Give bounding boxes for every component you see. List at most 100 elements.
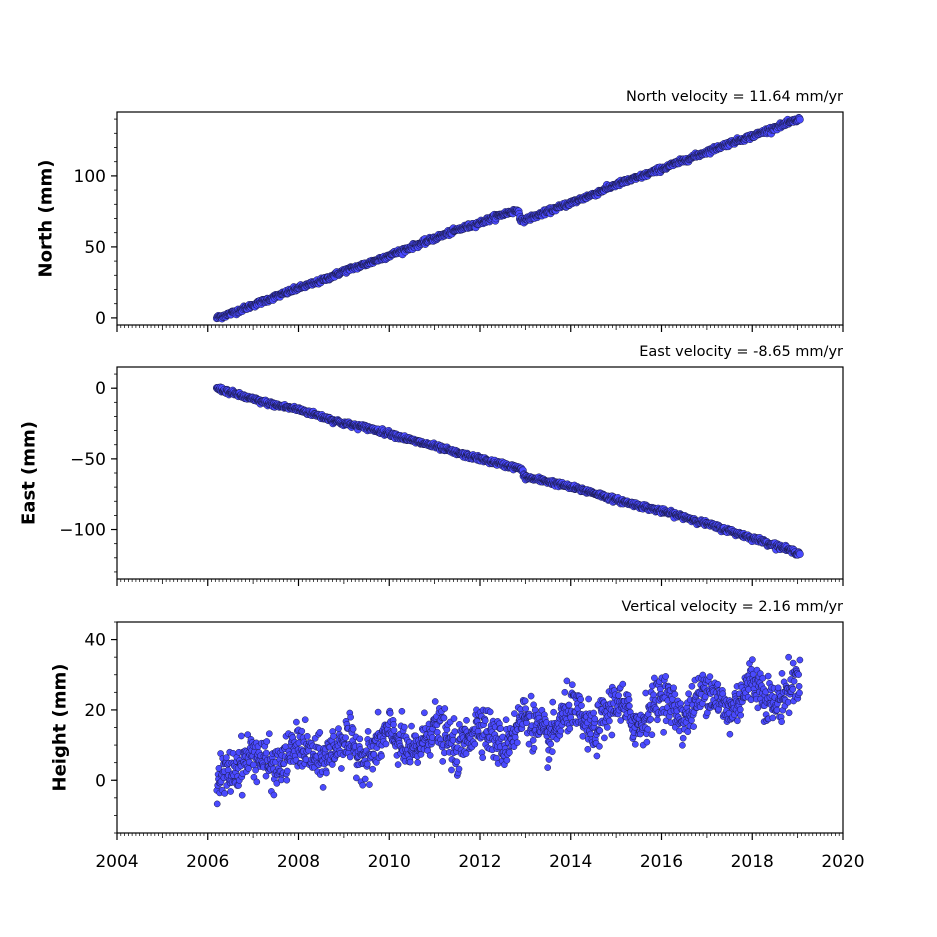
data-point xyxy=(347,713,354,721)
data-point xyxy=(790,677,798,685)
data-point xyxy=(654,716,661,724)
data-point xyxy=(585,695,592,703)
east-panel: 0 −50 −100 East velocity = -8.65 mm/yr Eas… xyxy=(19,344,844,586)
data-point xyxy=(784,698,792,706)
data-point xyxy=(349,725,357,733)
data-point xyxy=(642,689,650,697)
data-point xyxy=(330,732,337,740)
data-point xyxy=(428,734,436,741)
y-tick-label: 20 xyxy=(84,701,106,721)
data-point xyxy=(545,756,553,763)
data-point xyxy=(213,800,221,808)
data-point xyxy=(606,717,613,725)
data-point xyxy=(796,656,804,664)
data-point xyxy=(238,732,245,740)
east-velocity-title: East velocity = -8.65 mm/yr xyxy=(639,344,843,360)
data-point xyxy=(795,682,803,690)
data-point xyxy=(521,697,529,705)
data-point xyxy=(414,759,422,766)
data-point xyxy=(577,695,585,703)
y-tick-label: −50 xyxy=(70,450,106,470)
x-tick-label: 2006 xyxy=(186,852,229,872)
data-point xyxy=(764,672,772,680)
data-point xyxy=(223,754,230,761)
data-point xyxy=(706,673,714,680)
x-tick-label: 2008 xyxy=(277,852,320,872)
data-point xyxy=(450,715,458,722)
data-point xyxy=(626,702,633,710)
data-point xyxy=(406,758,414,766)
data-point xyxy=(426,752,434,759)
data-point xyxy=(596,743,603,750)
data-point xyxy=(590,709,597,717)
data-point xyxy=(578,702,585,709)
data-point xyxy=(591,715,599,723)
data-point xyxy=(374,708,382,716)
data-point xyxy=(301,716,309,724)
data-point xyxy=(356,735,364,743)
data-point xyxy=(529,736,537,744)
data-point xyxy=(441,705,449,712)
east-plot-frame xyxy=(116,366,844,580)
data-point xyxy=(386,709,394,717)
data-point xyxy=(670,684,677,692)
data-point xyxy=(544,764,552,771)
data-point xyxy=(270,791,278,799)
data-point xyxy=(619,680,627,688)
data-point xyxy=(335,725,342,732)
data-point xyxy=(774,684,782,692)
data-point xyxy=(394,761,402,768)
data-point xyxy=(789,659,797,667)
x-tick-label: 2018 xyxy=(731,852,774,872)
x-tick-label: 2004 xyxy=(95,852,138,872)
data-point xyxy=(455,765,463,773)
data-point xyxy=(453,758,461,766)
data-point xyxy=(265,730,273,738)
data-point xyxy=(421,709,428,717)
data-point xyxy=(714,680,722,688)
data-point xyxy=(734,717,741,725)
y-tick-label: 0 xyxy=(95,771,106,791)
data-point xyxy=(701,693,709,701)
data-point xyxy=(769,714,777,722)
data-point xyxy=(319,784,327,791)
data-point xyxy=(615,692,622,699)
east-axis-ticks: 0 −50 −100 xyxy=(59,373,844,586)
data-point xyxy=(565,701,573,709)
x-tick-label: 2016 xyxy=(640,852,683,872)
data-point xyxy=(346,753,354,761)
data-point xyxy=(773,706,781,714)
data-point xyxy=(471,740,479,748)
data-point xyxy=(643,738,651,746)
data-point xyxy=(608,731,616,739)
data-point xyxy=(547,740,555,748)
data-point xyxy=(283,767,291,775)
data-point xyxy=(530,744,538,752)
x-tick-label: 2020 xyxy=(821,852,864,872)
data-point xyxy=(431,698,439,705)
data-point xyxy=(390,726,398,734)
data-point xyxy=(625,696,633,703)
data-point xyxy=(690,723,697,730)
data-point xyxy=(662,673,670,680)
data-point xyxy=(796,689,803,697)
x-tick-label: 2014 xyxy=(549,852,592,872)
north-data-points xyxy=(212,113,804,323)
data-point xyxy=(263,749,270,757)
data-point xyxy=(361,775,369,783)
data-point xyxy=(382,740,390,748)
data-point xyxy=(366,781,373,788)
height-panel: 0 20 40 2004 2006 2008 2010 2012 2014 2016 2018 202… xyxy=(50,599,865,872)
data-point xyxy=(390,721,397,728)
data-point xyxy=(448,766,455,774)
north-velocity-title: North velocity = 11.64 mm/yr xyxy=(626,89,843,105)
data-point xyxy=(785,709,793,717)
data-point xyxy=(549,698,557,706)
data-point xyxy=(789,685,797,693)
data-point xyxy=(283,776,291,784)
data-point xyxy=(359,781,367,789)
data-point xyxy=(778,718,785,726)
y-tick-label: −100 xyxy=(59,521,106,541)
